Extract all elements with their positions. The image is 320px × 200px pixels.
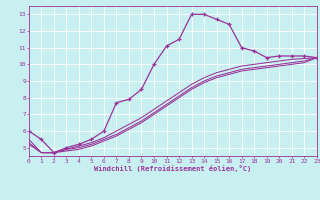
X-axis label: Windchill (Refroidissement éolien,°C): Windchill (Refroidissement éolien,°C): [94, 165, 252, 172]
